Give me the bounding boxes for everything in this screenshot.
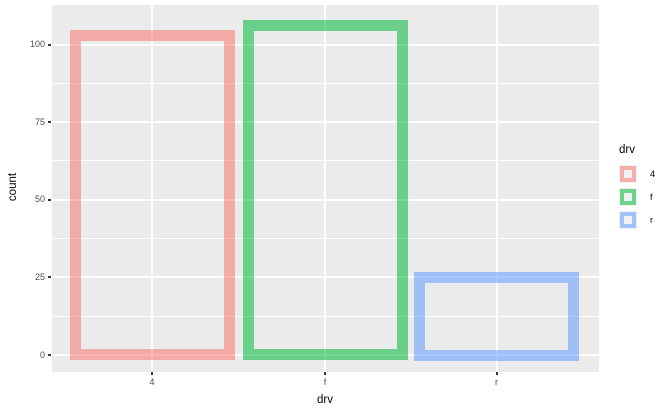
y-axis-tick bbox=[48, 198, 51, 201]
plot-panel bbox=[52, 5, 599, 372]
legend-title: drv bbox=[619, 144, 635, 156]
gridline-vertical bbox=[324, 5, 326, 372]
y-axis-tick bbox=[48, 276, 51, 279]
legend-key bbox=[619, 188, 637, 206]
bar-drv-r bbox=[414, 271, 579, 361]
legend-entry-4: 4 bbox=[619, 165, 655, 183]
legend-swatch-4-icon bbox=[620, 166, 636, 182]
x-axis-tick bbox=[324, 372, 326, 375]
legend-entry-f: f bbox=[619, 188, 655, 206]
bar-drv-4 bbox=[69, 29, 235, 361]
y-tick-label-75: 75 bbox=[34, 116, 45, 127]
x-axis-title: drv bbox=[317, 394, 333, 406]
bar-drv-f bbox=[242, 20, 408, 361]
x-axis-tick bbox=[151, 372, 153, 375]
x-axis-tick bbox=[495, 372, 498, 375]
y-axis-title: count bbox=[7, 172, 19, 202]
legend-swatch-f-icon bbox=[620, 189, 636, 205]
legend: drv 4 f r bbox=[619, 144, 655, 234]
y-tick-label-100: 100 bbox=[29, 39, 45, 49]
x-tick-label-r: r bbox=[495, 377, 498, 387]
gridline-vertical bbox=[495, 5, 498, 372]
legend-label: 4 bbox=[650, 169, 656, 179]
legend-key bbox=[619, 211, 637, 229]
legend-label: f bbox=[650, 192, 653, 202]
x-tick-label-4: 4 bbox=[149, 377, 155, 387]
x-tick-label-f: f bbox=[323, 377, 327, 387]
legend-entry-r: r bbox=[619, 211, 655, 229]
y-tick-label-50: 50 bbox=[34, 194, 45, 205]
gridline-vertical bbox=[151, 5, 153, 372]
y-tick-label-25: 25 bbox=[34, 271, 45, 282]
y-axis-tick bbox=[48, 354, 51, 356]
y-tick-label-0: 0 bbox=[39, 349, 45, 360]
y-axis-tick bbox=[48, 121, 51, 124]
y-axis-tick bbox=[48, 43, 51, 46]
legend-swatch-r-icon bbox=[620, 212, 636, 228]
legend-label: r bbox=[650, 215, 653, 225]
legend-key bbox=[619, 165, 637, 183]
